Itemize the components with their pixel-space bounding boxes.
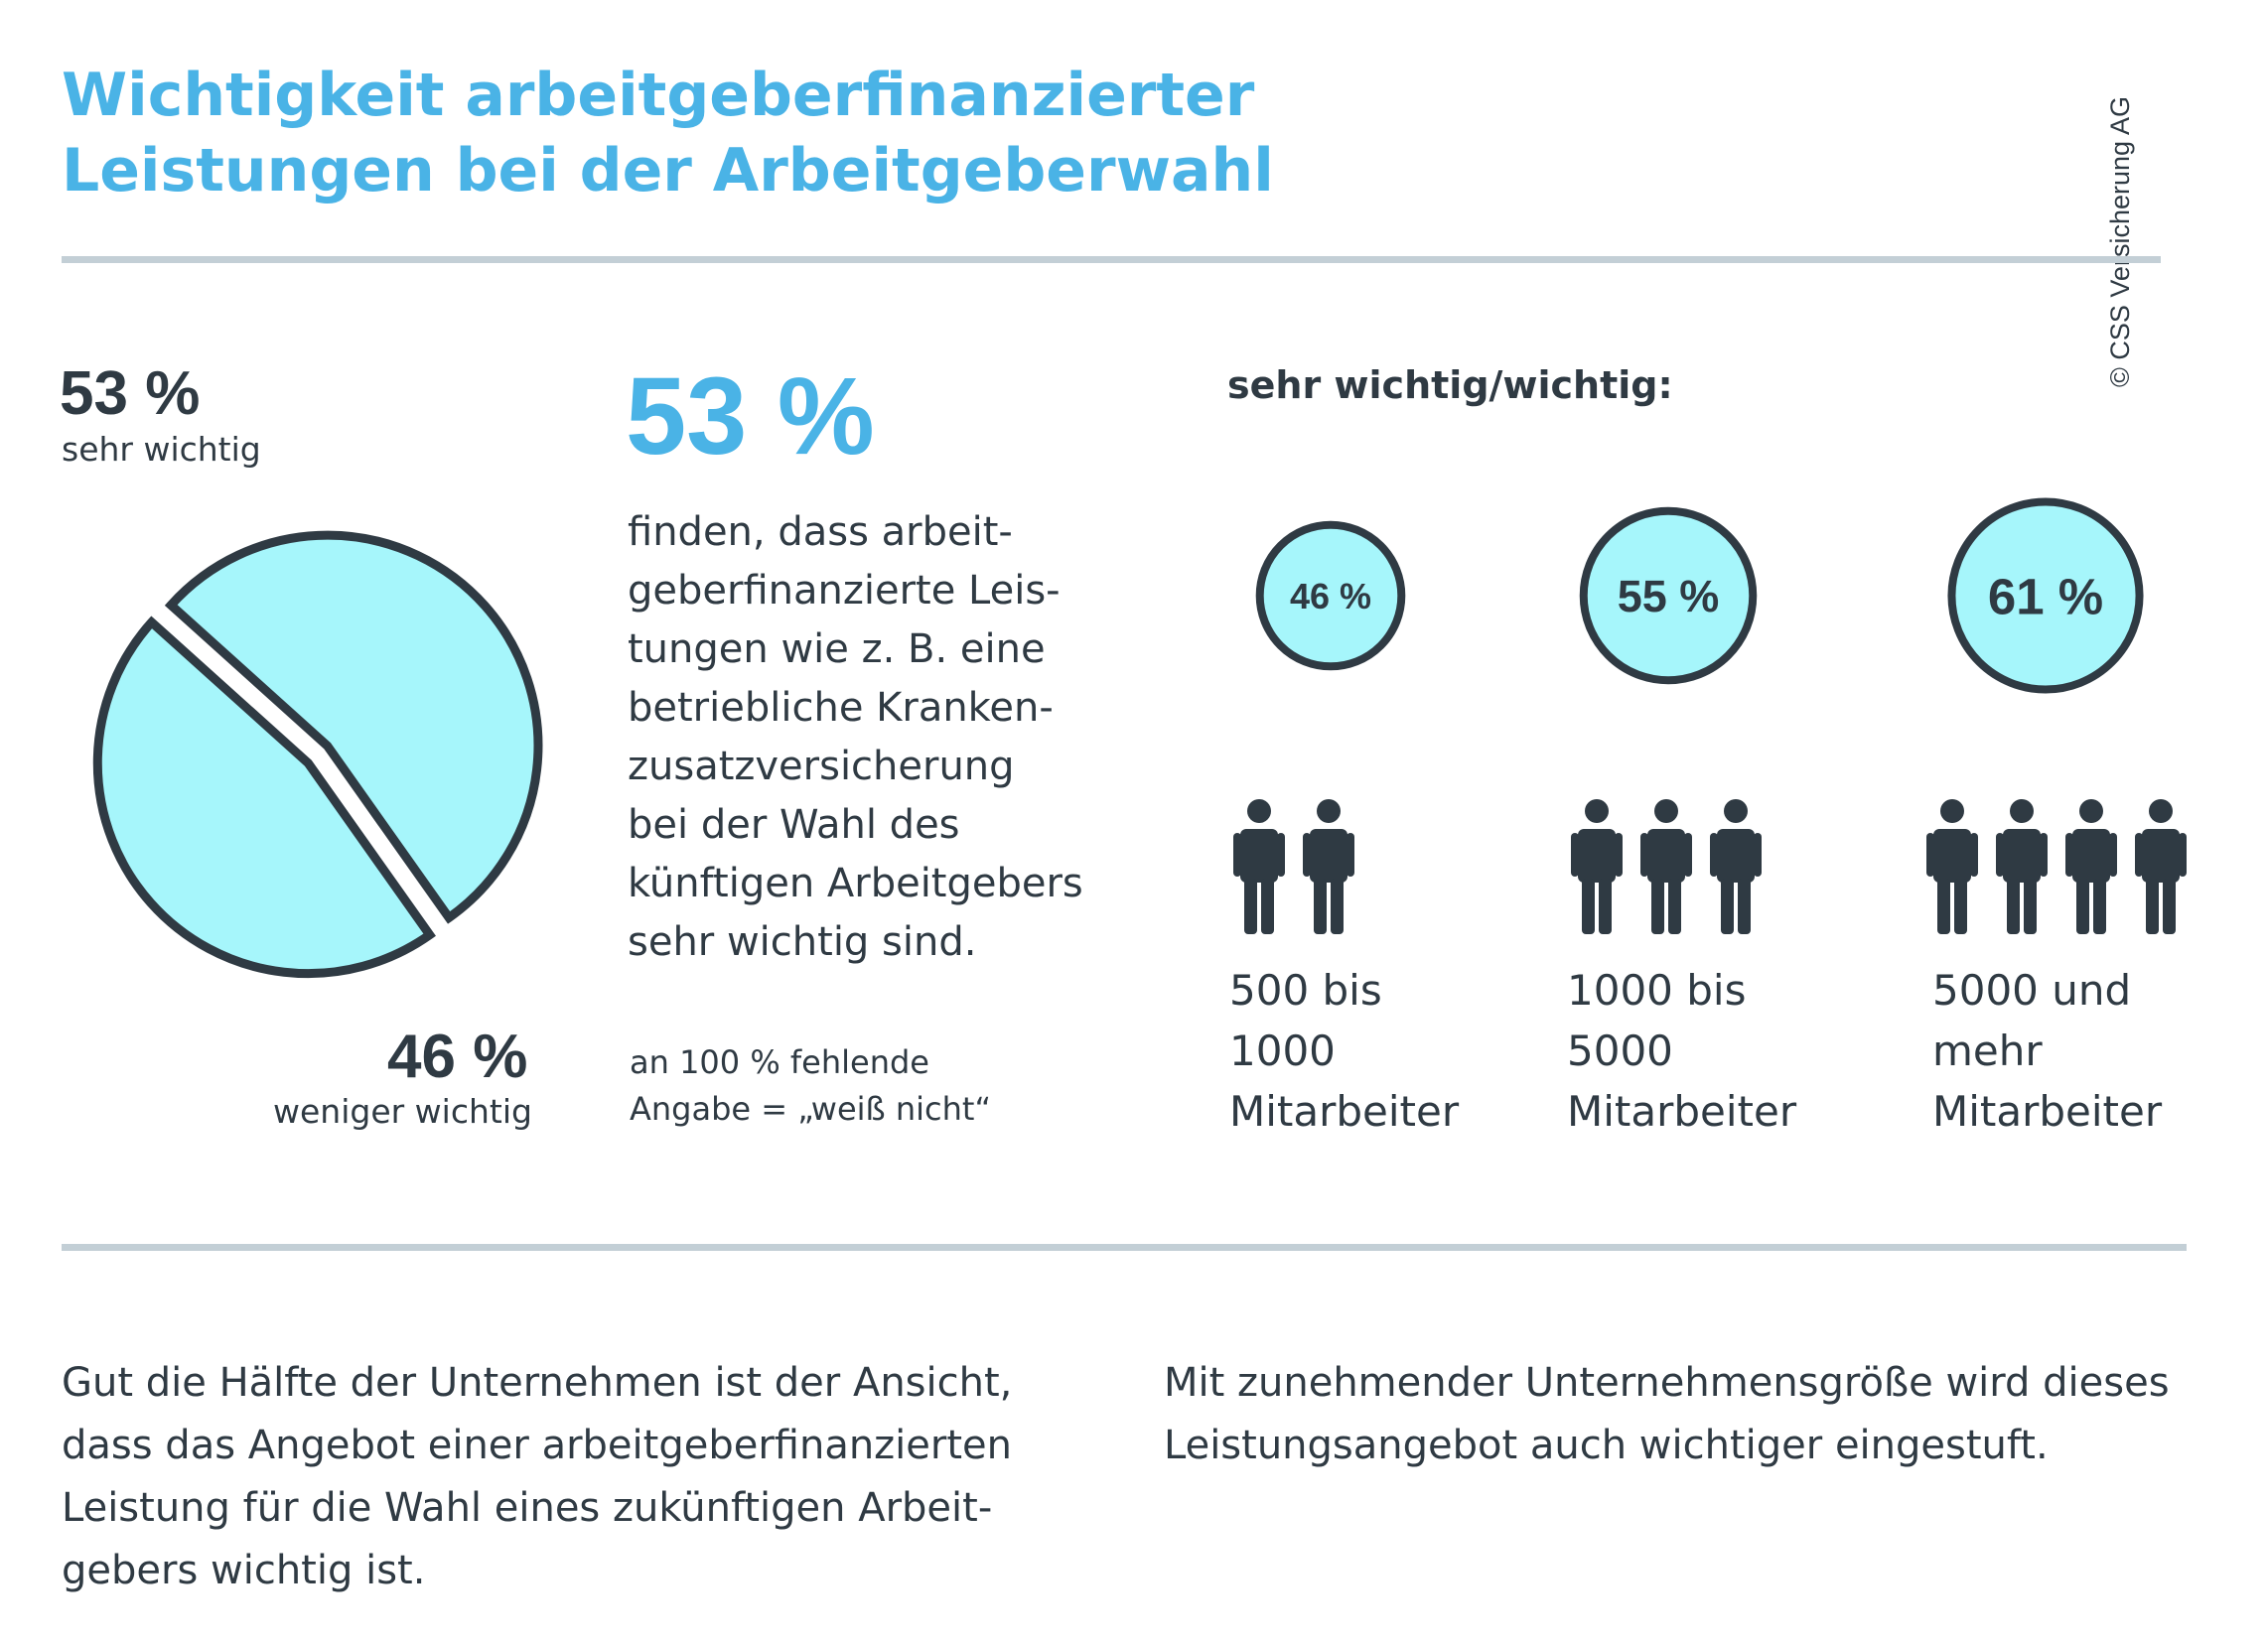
size-group-500-1000: 46 % xyxy=(1233,520,1406,934)
value-bubble xyxy=(1579,506,1758,685)
page-title: Wichtigkeit arbeitgeberfinanzierter Leis… xyxy=(62,58,1551,208)
body-line: bei der Wahl des xyxy=(628,802,960,848)
copyright-notice: © CSS Versicherung AG xyxy=(2105,95,2135,387)
bubble-value-label: 55 % xyxy=(1618,571,1720,621)
people-icon-row xyxy=(1926,799,2187,934)
size-section-heading: sehr wichtig/wichtig: xyxy=(1227,363,1673,407)
value-bubble xyxy=(1255,520,1406,671)
person-icon xyxy=(1996,799,2048,934)
pie-slice-weniger-wichtig xyxy=(92,616,436,979)
value-bubble xyxy=(1947,497,2144,694)
body-line: zusatzversicherung xyxy=(628,744,1015,789)
person-icon xyxy=(1303,799,1354,934)
bottom-divider xyxy=(62,1244,2187,1251)
bubble-value-label: 61 % xyxy=(1988,568,2103,624)
summary-line: Mit zunehmender Unternehmensgröße wird d… xyxy=(1164,1360,2170,1406)
title-line-2: Leistungen bei der Arbeitgeberwahl xyxy=(62,136,1274,206)
size-category-label: 5000 und mehr Mitarbeiter xyxy=(1932,966,2163,1136)
person-icon xyxy=(2065,799,2117,934)
size-category-label: 1000 bis 5000 Mitarbeiter xyxy=(1567,966,1797,1136)
body-line: finden, dass arbeit- xyxy=(628,509,1013,555)
person-icon xyxy=(1571,799,1623,934)
person-icon xyxy=(1640,799,1692,934)
summary-line: Leistung für die Wahl eines zukünftigen … xyxy=(62,1485,993,1531)
pie-top-value: 53 % xyxy=(60,359,201,428)
body-line: tungen wie z. B. eine xyxy=(628,626,1046,672)
top-divider xyxy=(62,256,2161,263)
body-line: künftigen Arbeitgebers xyxy=(628,861,1083,906)
title-line-1: Wichtigkeit arbeitgeberfinanzierter xyxy=(62,61,1255,130)
body-line: sehr wichtig sind. xyxy=(628,919,977,965)
pie-top-label: sehr wichtig xyxy=(62,430,261,469)
summary-left: Gut die Hälfte der Unternehmen ist der A… xyxy=(62,1352,1012,1602)
pie-chart xyxy=(92,530,543,979)
bubble-value-label: 46 % xyxy=(1290,576,1371,616)
footnote-line-1: an 100 % fehlende xyxy=(630,1043,929,1081)
size-category-label: 500 bis 1000 Mitarbeiter xyxy=(1229,966,1460,1136)
people-icon-row xyxy=(1571,799,1762,934)
size-group-1000-5000: 55 % xyxy=(1571,506,1762,934)
company-size-bubbles: 46 % 55 % 61 % xyxy=(1233,497,2187,934)
summary-line: Gut die Hälfte der Unternehmen ist der A… xyxy=(62,1360,1013,1406)
summary-line: gebers wichtig ist. xyxy=(62,1548,426,1593)
summary-right: Mit zunehmender Unternehmensgröße wird d… xyxy=(1164,1352,2170,1477)
person-icon xyxy=(1233,799,1285,934)
pie-bottom-value: 46 % xyxy=(387,1023,528,1091)
footnote-line-2: Angabe = „weiß nicht“ xyxy=(630,1090,992,1128)
person-icon xyxy=(1926,799,1978,934)
person-icon xyxy=(1710,799,1762,934)
body-line: betriebliche Kranken- xyxy=(628,685,1054,731)
body-line: geberfinanzierte Leis- xyxy=(628,568,1061,614)
headline-value: 53 % xyxy=(626,355,875,478)
people-icon-row xyxy=(1233,799,1354,934)
size-group-5000-plus: 61 % xyxy=(1926,497,2187,934)
summary-line: Leistungsangebot auch wichtiger eingestu… xyxy=(1164,1423,2049,1468)
person-icon xyxy=(2135,799,2187,934)
footnote: an 100 % fehlende Angabe = „weiß nicht“ xyxy=(630,1039,991,1133)
pie-bottom-label: weniger wichtig xyxy=(273,1092,532,1131)
pie-slice-sehr-wichtig xyxy=(164,530,543,924)
body-paragraph: finden, dass arbeit- geberfinanzierte Le… xyxy=(628,503,1083,972)
summary-line: dass das Angebot einer arbeitgeberfinanz… xyxy=(62,1423,1012,1468)
